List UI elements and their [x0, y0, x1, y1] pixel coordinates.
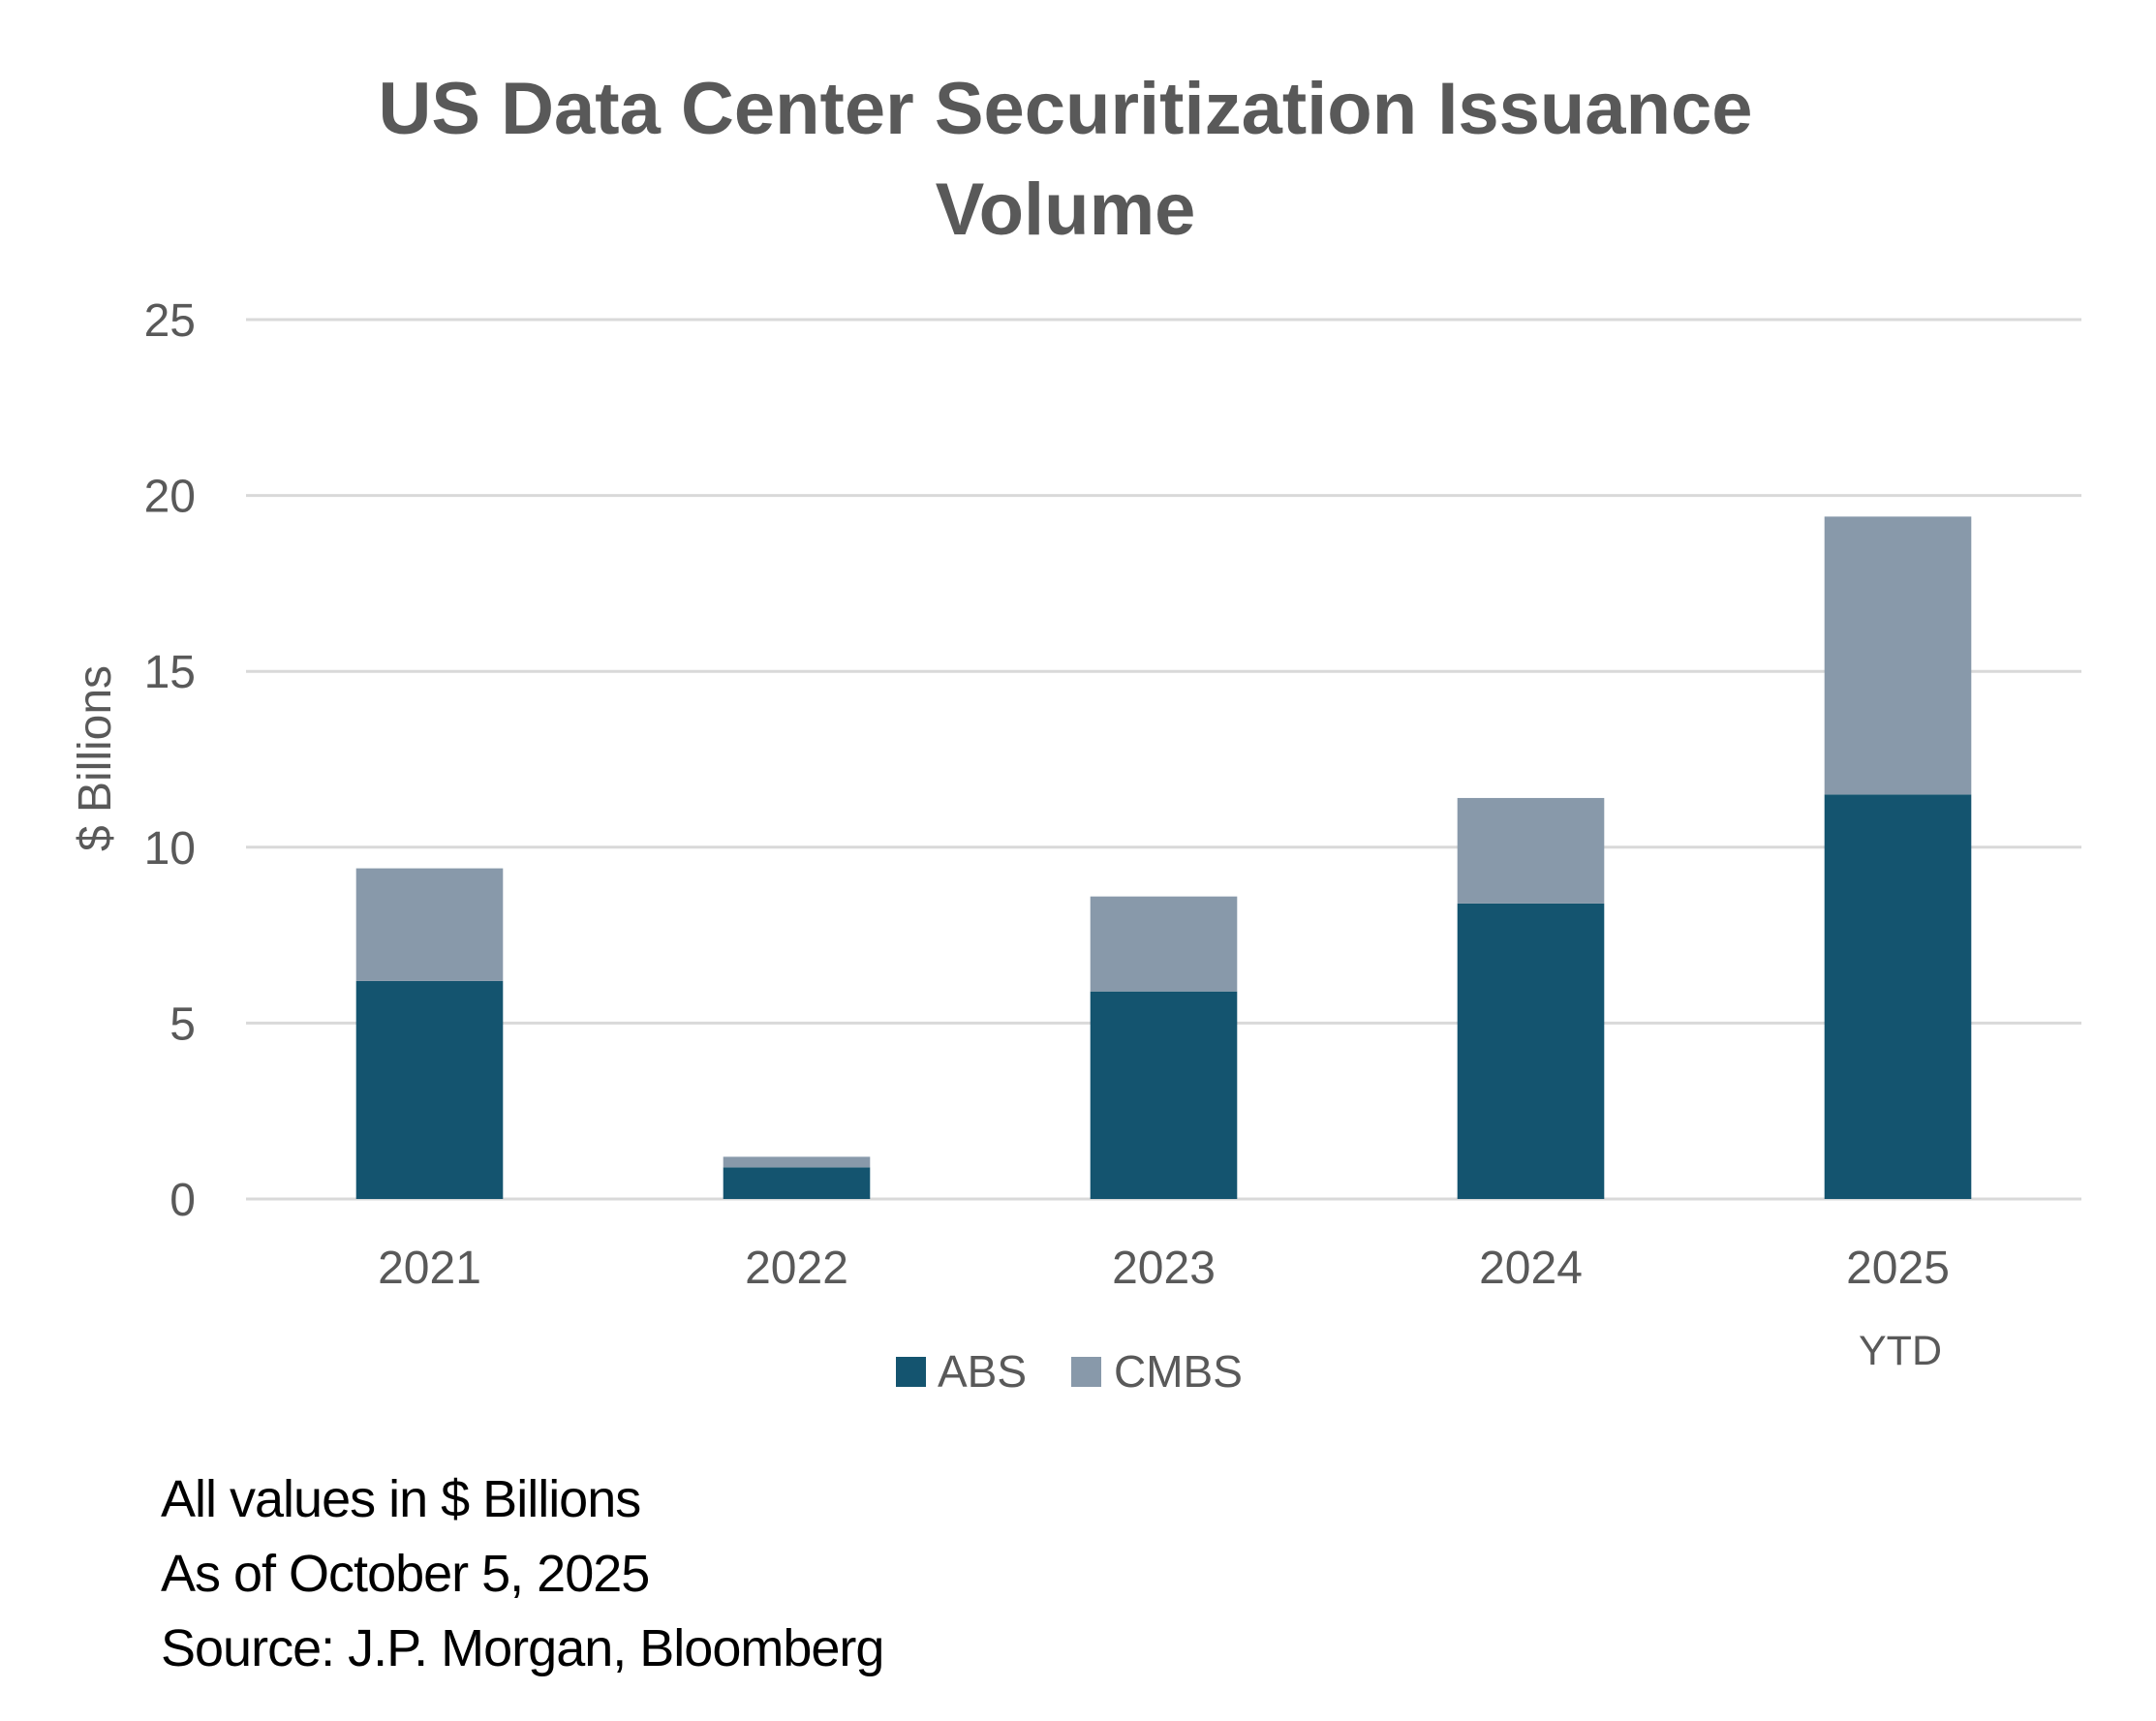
- bar-abs-2023: [1090, 991, 1238, 1199]
- y-tick-label: 15: [144, 647, 196, 698]
- y-axis-ticks: 0 5 10 15 20 25: [144, 295, 196, 1226]
- y-tick-label: 20: [144, 472, 196, 523]
- legend-label-abs: ABS: [938, 1346, 1027, 1397]
- legend-swatch-abs: [896, 1357, 926, 1387]
- footnote-units: All values in $ Billions: [161, 1470, 641, 1528]
- footnotes: All values in $ Billions As of October 5…: [161, 1462, 884, 1686]
- footnote-source: Source: J.P. Morgan, Bloomberg: [161, 1619, 884, 1677]
- x-tick-label: 2022: [745, 1243, 848, 1294]
- chart-title-line-2: Volume: [936, 169, 1196, 251]
- legend-label-cmbs: CMBS: [1114, 1346, 1243, 1397]
- legend-swatch-cmbs: [1071, 1357, 1101, 1387]
- bar-cmbs-2025: [1824, 516, 1972, 795]
- bar-cmbs-2022: [723, 1156, 871, 1168]
- y-axis-label: $ Billions: [70, 665, 121, 851]
- chart-title-line-1: US Data Center Securitization Issuance: [378, 68, 1752, 150]
- x-tick-label: 2021: [378, 1243, 481, 1294]
- bar-cmbs-2023: [1090, 896, 1238, 992]
- x-axis-ticks: 2021 2022 2023 2024 2025: [378, 1243, 1950, 1294]
- footnote-date: As of October 5, 2025: [161, 1545, 650, 1603]
- bar-abs-2025: [1824, 794, 1972, 1199]
- bar-abs-2022: [723, 1167, 871, 1199]
- bar-cmbs-2021: [355, 868, 504, 981]
- y-tick-label: 0: [169, 1175, 196, 1226]
- x-tick-label: 2023: [1112, 1243, 1216, 1294]
- bar-abs-2021: [355, 980, 504, 1199]
- legend: ABS CMBS: [896, 1346, 1243, 1397]
- y-tick-label: 5: [169, 999, 196, 1050]
- bars: [355, 516, 1972, 1199]
- ytd-annotation: YTD: [1859, 1328, 1942, 1374]
- bar-abs-2024: [1457, 903, 1605, 1199]
- x-tick-label: 2024: [1479, 1243, 1583, 1294]
- y-tick-label: 25: [144, 295, 196, 347]
- x-tick-label: 2025: [1846, 1243, 1950, 1294]
- bar-cmbs-2024: [1457, 797, 1605, 904]
- y-tick-label: 10: [144, 823, 196, 875]
